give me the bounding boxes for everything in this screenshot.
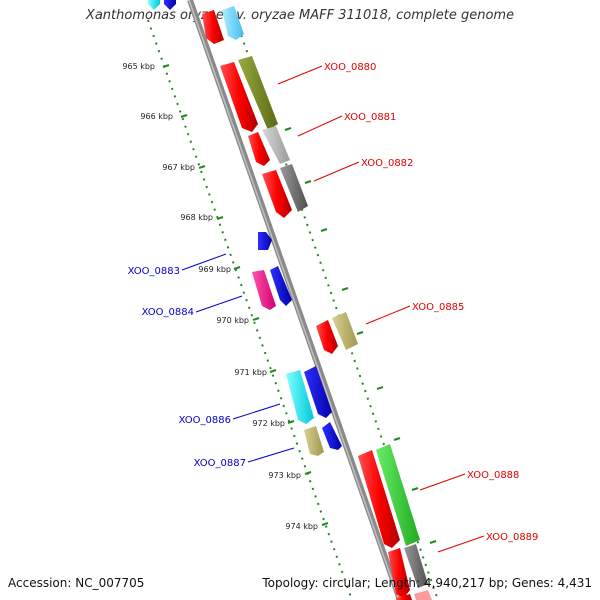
gene-arrow [304, 426, 324, 456]
gene-arrow [414, 590, 432, 600]
kbp-label: 973 kbp [268, 471, 301, 480]
gene-arrow [358, 450, 400, 548]
gene-arrow [262, 126, 290, 164]
kbp-label: 968 kbp [180, 213, 213, 222]
kbp-label: 967 kbp [162, 163, 195, 172]
gene-arrow [248, 132, 270, 166]
gene-label: XOO_0886 [179, 415, 231, 426]
kbp-label: 974 kbp [285, 522, 318, 531]
gene-arrow [388, 548, 410, 598]
gene-arrow [286, 370, 314, 424]
gene-arrow [262, 170, 292, 218]
right-guide-ticks [251, 77, 437, 544]
gene-arrow [396, 594, 412, 600]
gene-arrow [220, 62, 258, 132]
gene-label: XOO_0881 [344, 112, 396, 123]
gene-arrow [280, 164, 308, 212]
gene-arrow [164, 0, 176, 10]
gene-label: XOO_0889 [486, 532, 538, 543]
gene-arrow [222, 6, 244, 40]
gene-arrow [332, 312, 358, 350]
accession-text: Accession: NC_007705 [8, 576, 145, 590]
genome-summary-text: Topology: circular; Length: 4,940,217 bp… [262, 576, 592, 590]
gene-arrow [148, 0, 160, 10]
gene-label: XOO_0887 [194, 458, 246, 469]
kbp-scale: 965 kbp 966 kbp 967 kbp 968 kbp 969 kbp … [122, 62, 329, 531]
gene-arrow [238, 56, 278, 130]
kbp-label: 971 kbp [234, 368, 267, 377]
gene-arrow [252, 270, 276, 310]
kbp-label: 966 kbp [140, 112, 173, 121]
right-gene-labels: XOO_0880 XOO_0881 XOO_0882 XOO_0885 XOO_… [277, 62, 538, 553]
gene-arrow [258, 232, 272, 250]
kbp-label: 972 kbp [252, 419, 285, 428]
gene-label: XOO_0882 [361, 158, 413, 169]
gene-label: XOO_0880 [324, 62, 376, 73]
gene-arrow [376, 444, 420, 546]
gene-label: XOO_0884 [142, 307, 194, 318]
gene-label: XOO_0883 [128, 266, 180, 277]
kbp-label: 970 kbp [216, 316, 249, 325]
gene-arrow [316, 320, 338, 354]
gene-arrow [322, 422, 342, 450]
forward-strand-genes [202, 6, 432, 600]
gene-arrow [202, 10, 224, 44]
gene-label: XOO_0888 [467, 470, 519, 481]
left-guide-line [147, 19, 353, 600]
gene-arrow [404, 544, 428, 588]
kbp-label: 965 kbp [122, 62, 155, 71]
reverse-strand-genes [148, 0, 342, 456]
backbone [187, 0, 403, 600]
kbp-label: 969 kbp [198, 265, 231, 274]
gene-arrow [270, 266, 292, 306]
left-gene-labels: XOO_0883 XOO_0884 XOO_0886 XOO_0887 [128, 253, 295, 469]
gene-label: XOO_0885 [412, 302, 464, 313]
gene-arrow [304, 366, 332, 418]
